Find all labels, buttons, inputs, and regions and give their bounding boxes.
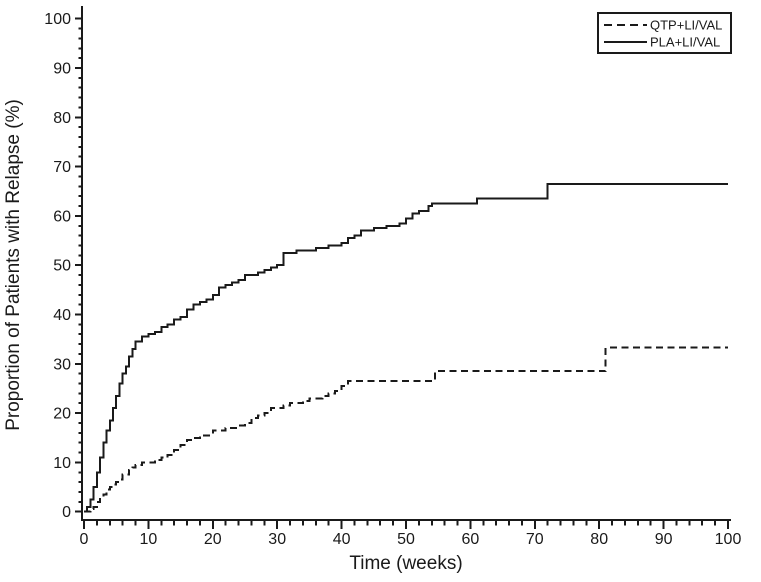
x-tick-label: 30: [268, 531, 286, 548]
x-tick-label: 40: [333, 531, 351, 548]
legend: QTP+LI/VAL PLA+LI/VAL: [597, 12, 732, 54]
legend-label-pla: PLA+LI/VAL: [650, 35, 720, 50]
axes: [81, 6, 731, 521]
y-tick-label: 80: [53, 110, 71, 127]
x-axis-ticks: 0 10 20 30 40 50 60 70 80 90 100: [80, 520, 742, 548]
y-axis-title: Proportion of Patients with Relapse (%): [3, 99, 24, 431]
y-axis-ticks: 0 10 20 30 40 50 60 70 80 90 100: [44, 11, 82, 521]
legend-box: [597, 12, 732, 54]
y-tick-label: 50: [53, 258, 71, 275]
x-tick-label: 90: [655, 531, 673, 548]
y-tick-label: 10: [53, 455, 71, 472]
x-tick-label: 20: [204, 531, 222, 548]
y-tick-label: 90: [53, 61, 71, 78]
x-tick-label: 70: [526, 531, 544, 548]
y-tick-label: 30: [53, 356, 71, 373]
x-tick-label: 60: [462, 531, 480, 548]
y-tick-label: 20: [53, 406, 71, 423]
y-tick-label: 60: [53, 208, 71, 225]
x-tick-label: 50: [397, 531, 415, 548]
y-tick-label: 70: [53, 159, 71, 176]
x-tick-label: 100: [715, 531, 742, 548]
legend-label-qtp: QTP+LI/VAL: [650, 18, 722, 33]
x-axis-title: Time (weeks): [349, 553, 462, 574]
y-tick-label: 0: [62, 504, 71, 521]
curve-pla-li-val: [84, 182, 728, 513]
y-tick-label: 40: [53, 307, 71, 324]
y-tick-label: 100: [44, 11, 71, 28]
x-tick-label: 0: [80, 531, 89, 548]
x-tick-label: 80: [590, 531, 608, 548]
curve-qtp-li-val: [84, 346, 728, 513]
data-curves: [84, 182, 728, 513]
x-tick-label: 10: [140, 531, 158, 548]
